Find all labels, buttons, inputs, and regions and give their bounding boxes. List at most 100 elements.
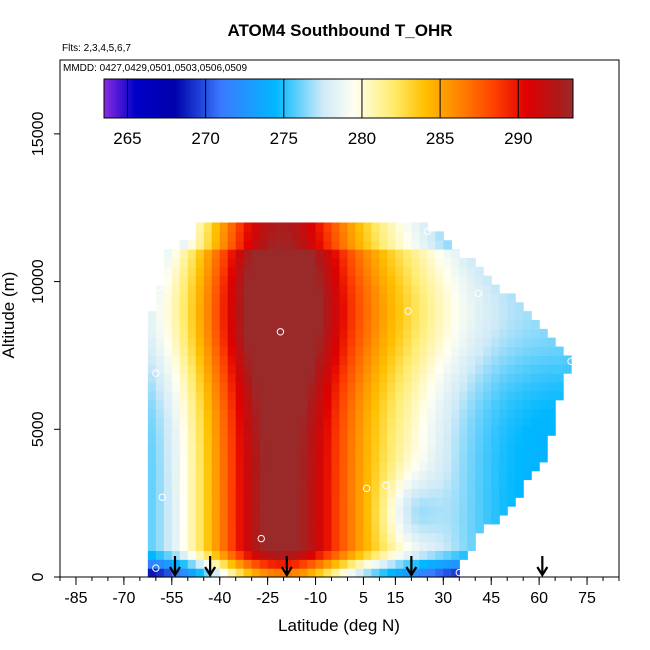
heatmap-cell [427, 514, 436, 525]
heatmap-cell [187, 523, 197, 534]
heatmap-cell [227, 328, 237, 339]
heatmap-cell [251, 417, 261, 427]
heatmap-cell [315, 355, 325, 365]
heatmap-cell [475, 444, 484, 454]
heatmap-cell [363, 444, 373, 454]
heatmap-cell [371, 390, 381, 401]
heatmap-cell [435, 568, 444, 578]
heatmap-cell [387, 373, 396, 383]
heatmap-cell [403, 417, 412, 427]
heatmap-cell [315, 426, 325, 436]
heatmap-cell [267, 293, 277, 303]
heatmap-cell [171, 435, 181, 445]
heatmap-cell [491, 293, 500, 303]
heatmap-cell [219, 328, 229, 339]
heatmap-cell [251, 382, 261, 392]
heatmap-cell [331, 390, 341, 401]
heatmap-cell [259, 461, 269, 472]
heatmap-cell [323, 355, 333, 365]
heatmap-cell [435, 319, 444, 330]
heatmap-cell [251, 364, 261, 374]
heatmap-cell [419, 257, 428, 268]
heatmap-cell [171, 364, 181, 374]
heatmap-cell [427, 461, 436, 472]
heatmap-cell [331, 231, 341, 241]
heatmap-cell [275, 346, 285, 357]
heatmap-cell [299, 275, 309, 286]
x-tick-label: 60 [530, 590, 548, 607]
observation-markers [152, 227, 575, 577]
heatmap-cell [187, 514, 197, 525]
heatmap-cell [427, 319, 436, 330]
heatmap-cell [339, 470, 349, 481]
profile-arrows [169, 556, 549, 578]
heatmap-cell [147, 506, 157, 516]
heatmap-cell [475, 461, 484, 472]
heatmap-cell [315, 399, 325, 410]
heatmap-cell [491, 506, 500, 516]
heatmap-cell [219, 541, 229, 552]
heatmap-cell [451, 435, 460, 445]
heatmap-cell [299, 541, 309, 552]
heatmap-cell [307, 426, 317, 436]
heatmap-cell [371, 461, 381, 472]
heatmap-cell [299, 568, 309, 578]
heatmap-cell [219, 417, 229, 427]
heatmap-cell [235, 249, 245, 259]
heatmap-cell [275, 568, 285, 578]
heatmap-cell [291, 497, 301, 507]
heatmap-cell [219, 293, 229, 303]
heatmap-cell [475, 497, 484, 507]
heatmap-cell [307, 346, 317, 357]
heatmap-cell [259, 568, 269, 578]
heatmap-cell [515, 435, 524, 445]
heatmap-cell [515, 417, 524, 427]
heatmap-cell [307, 452, 317, 463]
heatmap-cell [299, 346, 309, 357]
heatmap-cell [307, 479, 317, 489]
heatmap-cell [411, 426, 420, 436]
heatmap-cell [235, 408, 245, 419]
heatmap-cell [379, 240, 389, 250]
heatmap-cell [483, 364, 492, 374]
heatmap-cell [371, 408, 381, 419]
heatmap-cell [323, 390, 333, 401]
heatmap-cell [163, 311, 173, 321]
heatmap-cell [483, 488, 492, 498]
heatmap-cell [147, 426, 157, 436]
heatmap-cell [291, 355, 301, 365]
heatmap-cell [395, 373, 404, 383]
heatmap-cell [515, 364, 524, 374]
heatmap-cell [283, 249, 293, 259]
heatmap-cell [307, 319, 317, 330]
heatmap-cell [371, 382, 381, 392]
heatmap-cell [347, 364, 357, 374]
heatmap-cell [459, 426, 468, 436]
heatmap-cell [419, 284, 428, 294]
heatmap-cell [179, 426, 189, 436]
heatmap-cell [403, 257, 412, 268]
heatmap-cell [427, 240, 436, 250]
heatmap-cell [379, 319, 389, 330]
heatmap-cell [355, 302, 365, 312]
heatmap-cell [387, 382, 396, 392]
heatmap-cell [387, 266, 396, 277]
heatmap-cell [283, 319, 293, 330]
heatmap-cell [475, 426, 484, 436]
heatmap-cell [499, 488, 508, 498]
heatmap-cell [187, 452, 197, 463]
heatmap-cell [331, 506, 341, 516]
heatmap-cell [259, 284, 269, 294]
heatmap-cell [435, 532, 444, 543]
heatmap-cell [419, 444, 428, 454]
heatmap-cell [371, 231, 381, 241]
heatmap-cell [355, 506, 365, 516]
heatmap-cell [243, 382, 253, 392]
heatmap-cell [411, 550, 420, 560]
heatmap-cell [475, 328, 484, 339]
heatmap-cell [347, 479, 357, 489]
heatmap-cell [459, 293, 468, 303]
heatmap-cell [259, 506, 269, 516]
heatmap-cell [419, 399, 428, 410]
heatmap-cell [379, 523, 389, 534]
